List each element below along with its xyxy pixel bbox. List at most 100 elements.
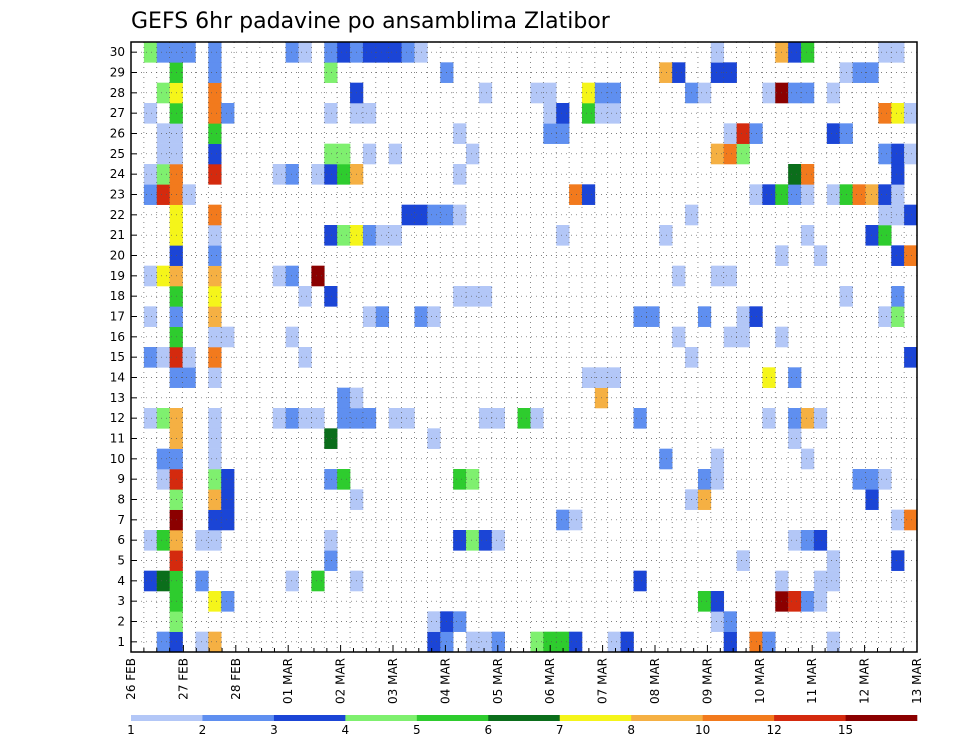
heatmap-cell <box>388 225 402 246</box>
heatmap-cell <box>801 82 815 104</box>
heatmap-cell <box>375 225 390 246</box>
colorbar-swatch <box>845 715 918 721</box>
heatmap-cell <box>208 347 222 368</box>
heatmap-cell <box>208 631 222 653</box>
heatmap-cell <box>543 123 557 144</box>
heatmap-cell <box>272 265 286 287</box>
heatmap-cell <box>478 408 493 429</box>
heatmap-cell <box>375 42 390 63</box>
heatmap-cell <box>401 42 415 63</box>
heatmap-cell <box>659 62 673 83</box>
y-tick-label: 26 <box>110 127 125 141</box>
heatmap-cell <box>324 469 338 490</box>
heatmap-cell <box>710 143 725 165</box>
colorbar-swatch <box>559 715 632 721</box>
heatmap-cell <box>156 469 170 490</box>
heatmap-cell <box>852 184 866 205</box>
heatmap-cell <box>891 286 905 307</box>
heatmap-cell <box>710 448 725 470</box>
heatmap-cell <box>156 184 170 205</box>
heatmap-cell <box>453 204 467 226</box>
y-tick-label: 9 <box>117 472 125 486</box>
heatmap-cell <box>788 82 802 104</box>
x-tick-label: 06 MAR <box>543 658 557 704</box>
x-tick-label: 10 MAR <box>753 658 767 704</box>
heatmap-cell <box>788 408 802 429</box>
heatmap-cell <box>723 143 737 165</box>
heatmap-cell <box>556 509 570 531</box>
heatmap-cell <box>607 367 621 388</box>
heatmap-cell <box>221 103 235 124</box>
heatmap-cell <box>801 448 815 470</box>
heatmap-cell <box>556 225 570 246</box>
colorbar-label: 1 <box>127 723 135 737</box>
heatmap-cell <box>569 184 583 205</box>
heatmap-cell <box>337 225 351 246</box>
colorbar-swatch <box>702 715 775 721</box>
heatmap-cell <box>813 408 828 429</box>
heatmap-cell <box>298 286 312 307</box>
heatmap-cell <box>581 103 596 124</box>
heatmap-cell <box>427 204 441 226</box>
heatmap-cell <box>659 225 673 246</box>
heatmap-cell <box>723 265 737 287</box>
heatmap-cell <box>878 103 892 124</box>
heatmap-cell <box>788 164 802 185</box>
heatmap-cell <box>633 570 647 592</box>
heatmap-cell <box>298 42 312 63</box>
heatmap-cell <box>607 631 621 653</box>
heatmap-cell <box>852 469 866 490</box>
heatmap-cell <box>208 530 222 551</box>
heatmap-cell <box>723 62 737 83</box>
x-tick-label: 12 MAR <box>858 658 872 704</box>
heatmap-cell <box>672 62 686 83</box>
x-tick-label: 05 MAR <box>491 658 505 704</box>
heatmap-cell <box>697 82 712 104</box>
heatmap-cell <box>878 225 892 246</box>
heatmap-cell <box>156 570 170 592</box>
heatmap-cell <box>478 530 493 551</box>
heatmap-cell <box>478 82 493 104</box>
heatmap-cell <box>182 42 196 63</box>
y-tick-label: 27 <box>110 106 125 120</box>
heatmap-cell <box>208 448 222 470</box>
heatmap-cell <box>208 469 222 490</box>
heatmap-cell <box>362 103 377 124</box>
heatmap-cell <box>878 306 892 327</box>
heatmap-cell <box>801 408 815 429</box>
colorbar-swatch <box>416 715 489 721</box>
heatmap-cell <box>646 306 660 327</box>
heatmap-cell <box>466 530 480 551</box>
heatmap-cell <box>324 550 338 571</box>
heatmap-cell <box>375 306 390 327</box>
heatmap-cell <box>143 265 158 287</box>
heatmap-cell <box>491 631 505 653</box>
heatmap-cell <box>762 408 776 429</box>
heatmap-cell <box>337 143 351 165</box>
chart-title: GEFS 6hr padavine po ansamblima Zlatibor <box>131 9 611 34</box>
heatmap-cell <box>324 530 338 551</box>
y-tick-label: 5 <box>117 554 125 568</box>
heatmap-cell <box>581 82 596 104</box>
heatmap-cell <box>427 306 441 327</box>
heatmap-cell <box>195 570 209 592</box>
heatmap-cell <box>801 164 815 185</box>
heatmap-cell <box>710 42 725 63</box>
heatmap-cell <box>324 62 338 83</box>
colorbar-label: 6 <box>484 723 492 737</box>
heatmap-cell <box>788 428 802 449</box>
heatmap-cell <box>337 387 351 409</box>
heatmap-cell <box>865 62 879 83</box>
x-tick-label: 07 MAR <box>596 658 610 704</box>
y-tick-label: 3 <box>117 594 125 608</box>
heatmap-cell <box>208 204 222 226</box>
heatmap-cell <box>478 286 493 307</box>
heatmap-cell <box>878 42 892 63</box>
heatmap-cell <box>208 286 222 307</box>
heatmap-cell <box>324 103 338 124</box>
y-tick-label: 23 <box>110 188 125 202</box>
heatmap-cell <box>723 611 737 632</box>
heatmap-cell <box>156 265 170 287</box>
y-tick-label: 10 <box>110 452 125 466</box>
